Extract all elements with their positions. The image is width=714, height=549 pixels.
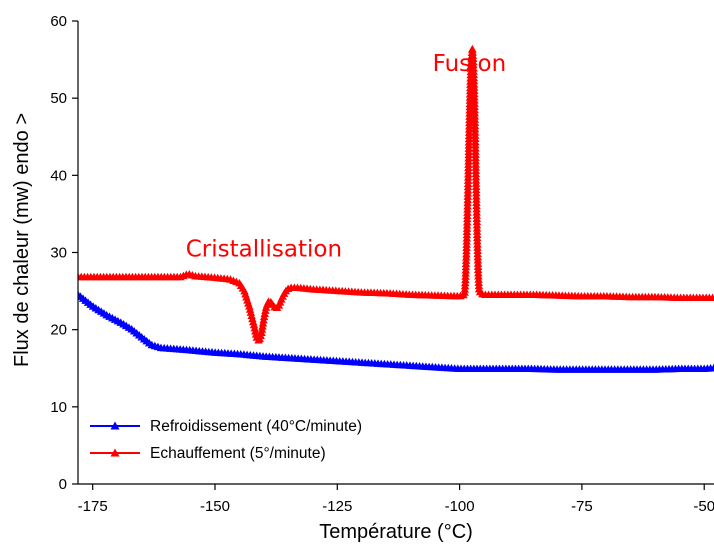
data-point: [249, 320, 259, 329]
series-line: [78, 294, 714, 371]
annotations-layer: Fusion Cristallisation: [186, 51, 506, 262]
series-1: [78, 44, 714, 344]
legend-label-cooling: Refroidissement (40°C/minute): [150, 418, 362, 435]
x-tick-label: -100: [445, 498, 475, 515]
x-tick-label: -175: [78, 498, 108, 515]
y-tick-label: 0: [59, 476, 67, 493]
data-point: [250, 323, 259, 332]
data-point: [251, 327, 260, 335]
annotation-label: Fusion: [433, 51, 507, 77]
legend-label-heating: Echauffement (5°/minute): [150, 445, 326, 462]
legend-marker-cooling: [110, 421, 120, 430]
y-tick-label: 20: [50, 322, 67, 339]
data-point: [708, 293, 714, 302]
y-tick-label: 60: [50, 13, 67, 30]
legend: Refroidissement (40°C/minute) Echauffeme…: [90, 418, 362, 462]
y-tick-label: 50: [50, 90, 67, 107]
y-tick-label: 40: [50, 167, 67, 184]
x-tick-label: -75: [571, 498, 593, 515]
x-tick-label: -50: [693, 498, 714, 515]
y-tick-label: 30: [50, 245, 67, 262]
y-tick-label: 10: [50, 399, 67, 416]
annotation-label: Cristallisation: [186, 236, 342, 262]
x-axis-title: Température (°C): [319, 521, 473, 543]
data-point: [709, 363, 714, 372]
series-layer: [78, 44, 714, 373]
legend-marker-heating: [110, 448, 120, 457]
ticks-layer: -175 -150 -125 -100 -75 -50 0 10 20 30 40 50 60: [50, 13, 714, 515]
x-tick-label: -125: [322, 498, 352, 515]
series-0: [78, 290, 714, 373]
y-axis-title: Flux de chaleur (mw) endo >: [11, 113, 33, 367]
x-tick-label: -150: [200, 498, 230, 515]
